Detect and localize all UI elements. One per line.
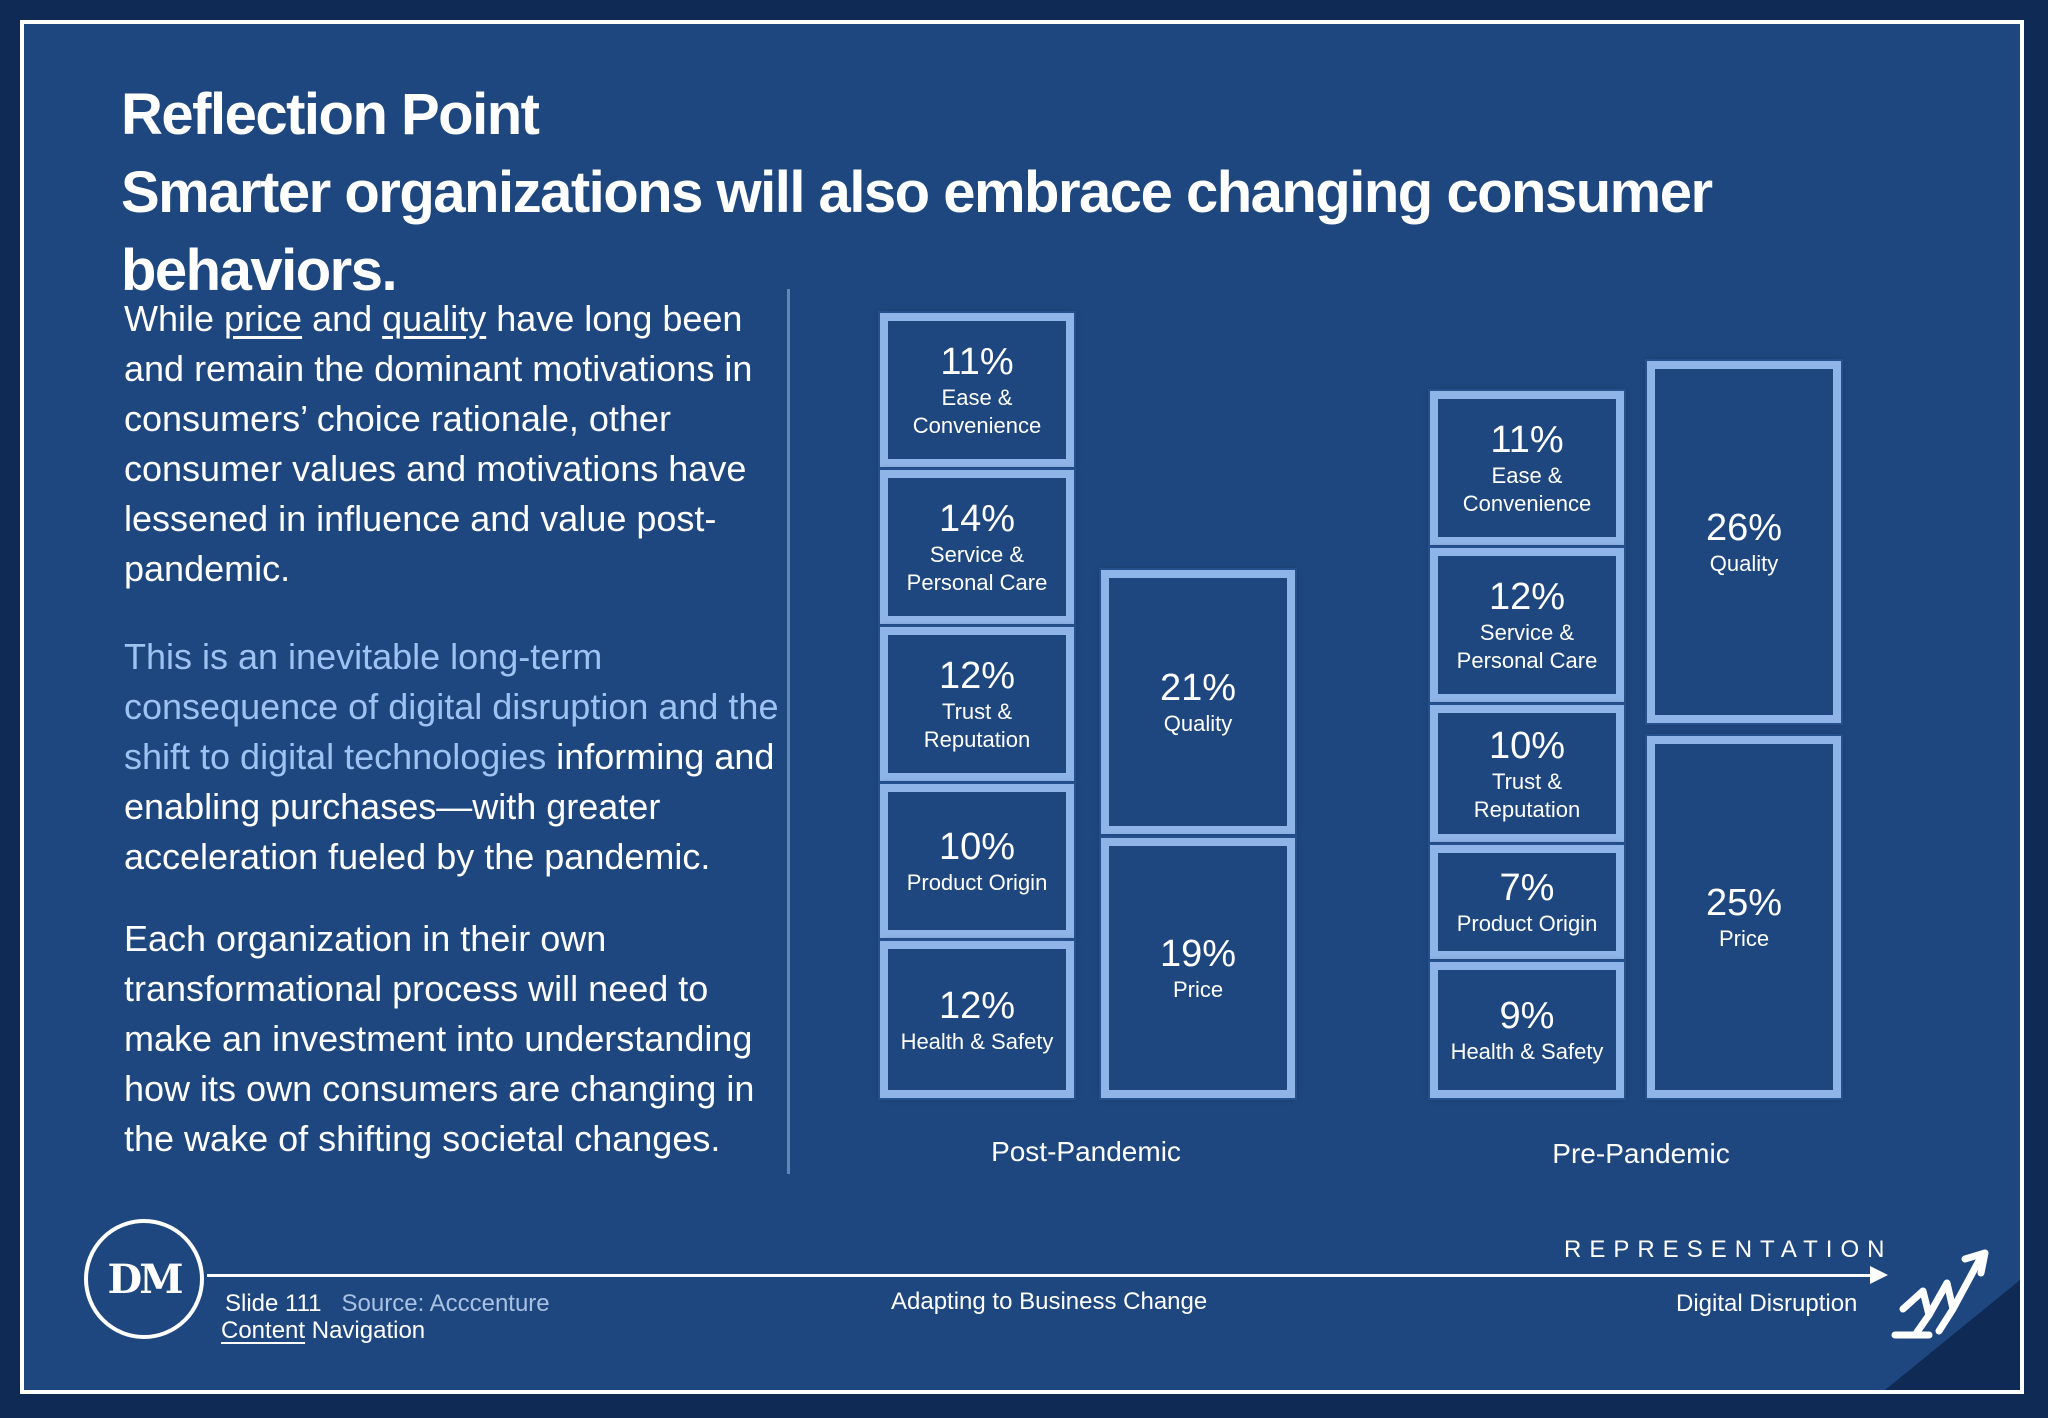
box-percent: 10% <box>938 826 1016 868</box>
box-percent: 14% <box>938 498 1016 540</box>
paragraph-2: This is an inevitable long-term conseque… <box>124 632 789 882</box>
paragraph-3: Each organization in their own transform… <box>124 918 755 1159</box>
price-underlined: price <box>224 298 303 339</box>
box-label: Quality <box>1709 551 1779 576</box>
post-box-price: 19% Price <box>1101 838 1295 1098</box>
p2-highlight: This is an inevitable long-term conseque… <box>124 636 779 777</box>
p1-text-a: While <box>124 298 225 339</box>
box-percent: 7% <box>1499 867 1555 909</box>
post-box-quality: 21% Quality <box>1101 570 1295 834</box>
box-label: Product Origin <box>1456 911 1598 936</box>
paragraph-1: While price and quality have long been a… <box>124 294 764 594</box>
pre-box-service-personal-care: 12% Service & Personal Care <box>1430 548 1624 702</box>
content-navigation: Content Navigation <box>221 1317 425 1345</box>
logo-text: DM <box>107 1255 184 1303</box>
box-percent: 12% <box>938 655 1016 697</box>
box-label: Ease & Convenience <box>912 385 1042 438</box>
footer-center-title: Adapting to Business Change <box>891 1288 1208 1315</box>
representation-label: REPRESENTATION <box>1564 1236 1893 1263</box>
vertical-divider <box>787 289 790 1174</box>
p2-rest: informing and enabling purchases—with gr… <box>124 736 775 877</box>
pre-box-price: 25% Price <box>1647 736 1841 1098</box>
box-percent: 19% <box>1159 933 1237 975</box>
post-box-ease-convenience: 11% Ease & Convenience <box>880 313 1074 467</box>
quality-underlined: quality <box>382 298 487 339</box>
navigation-text: Navigation <box>305 1317 426 1344</box>
box-label: Ease & Convenience <box>1462 463 1592 516</box>
slide-info: Slide 111 Source: Acccenture <box>225 1290 550 1318</box>
p1-text-c: have long been and remain the dominant m… <box>124 298 753 589</box>
footer-section-title: Digital Disruption <box>1676 1290 1858 1317</box>
box-label: Trust & Reputation <box>923 699 1031 752</box>
title-line-2: Smarter organizations will also embrace … <box>121 160 1713 303</box>
box-percent: 25% <box>1705 882 1783 924</box>
box-label: Trust & Reputation <box>1473 768 1581 822</box>
timeline-arrow-icon <box>1870 1266 1888 1284</box>
box-label: Price <box>1172 977 1224 1002</box>
pre-box-quality: 26% Quality <box>1647 361 1841 723</box>
slide-title: Reflection Point Smarter organizations w… <box>121 76 2001 310</box>
box-percent: 10% <box>1488 724 1566 767</box>
post-box-service-personal-care: 14% Service & Personal Care <box>880 470 1074 624</box>
p1-text-b: and <box>302 298 383 339</box>
footer-timeline-line <box>207 1274 1874 1277</box>
digital-disruption-logo-icon <box>1891 1249 1989 1339</box>
box-percent: 12% <box>938 984 1016 1027</box>
box-label: Service & Personal Care <box>906 542 1048 595</box>
box-percent: 12% <box>1488 576 1566 618</box>
box-label: Health & Safety <box>1450 1039 1604 1064</box>
slide: Reflection Point Smarter organizations w… <box>20 20 2024 1394</box>
content-link[interactable]: Content <box>221 1317 306 1344</box>
pre-box-product-origin: 7% Product Origin <box>1430 845 1624 959</box>
box-percent: 9% <box>1499 995 1555 1037</box>
title-line-1: Reflection Point <box>121 82 540 147</box>
box-percent: 26% <box>1705 507 1783 549</box>
slide-number: Slide 111 <box>225 1290 322 1317</box>
post-box-health-safety: 12% Health & Safety <box>880 941 1074 1098</box>
post-box-trust-reputation: 12% Trust & Reputation <box>880 627 1074 781</box>
pre-pandemic-label: Pre-Pandemic <box>1552 1138 1730 1169</box>
box-label: Product Origin <box>906 870 1048 895</box>
pre-box-trust-reputation: 10% Trust & Reputation <box>1430 705 1624 842</box>
box-label: Service & Personal Care <box>1456 620 1598 673</box>
post-box-product-origin: 10% Product Origin <box>880 784 1074 938</box>
box-label: Health & Safety <box>900 1028 1054 1054</box>
pre-box-ease-convenience: 11% Ease & Convenience <box>1430 391 1624 545</box>
box-percent: 21% <box>1159 667 1237 709</box>
box-percent: 11% <box>940 341 1014 383</box>
post-pandemic-label: Post-Pandemic <box>991 1136 1181 1167</box>
source-text: Source: Acccenture <box>341 1290 550 1317</box>
pre-box-health-safety: 9% Health & Safety <box>1430 962 1624 1098</box>
box-percent: 11% <box>1490 419 1564 461</box>
box-label: Quality <box>1163 711 1233 736</box>
box-label: Price <box>1718 926 1770 951</box>
dm-logo[interactable]: DM <box>84 1219 204 1339</box>
